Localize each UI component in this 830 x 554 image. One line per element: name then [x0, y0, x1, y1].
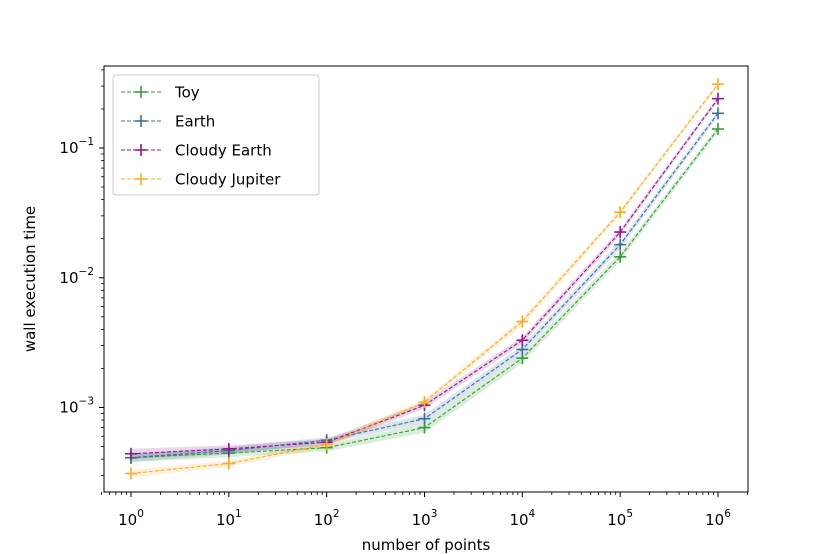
- plot-frame: [103, 65, 749, 493]
- legend-swatch-marker: [135, 86, 147, 98]
- data-point-2-0: [125, 447, 137, 460]
- data-point-0-5: [614, 250, 627, 263]
- x-tick-label-exp: 5: [626, 508, 633, 520]
- data-point-2-5: [614, 226, 627, 239]
- data-point-3-4: [516, 315, 529, 328]
- x-tick-label: 104: [509, 508, 535, 529]
- data-point-3-0: [125, 467, 137, 480]
- y-tick-label: 10−1: [59, 136, 94, 157]
- legend-item: Cloudy Earth: [121, 142, 272, 160]
- x-axis: 100 101 102 103 104 105 106: [101, 492, 748, 529]
- x-tick-label-base: 10: [314, 511, 333, 529]
- data-point-1-3: [418, 412, 431, 425]
- legend-item: Earth: [121, 113, 215, 131]
- data-point-3-3: [418, 396, 431, 409]
- data-point-3-1: [222, 457, 235, 470]
- y-tick-label-base: 10: [59, 139, 78, 157]
- x-tick-label: 106: [705, 508, 731, 529]
- x-tick-label-exp: 6: [724, 508, 731, 520]
- x-axis-label: number of points: [362, 536, 491, 554]
- legend-swatch-marker: [135, 115, 147, 127]
- x-tick-label-exp: 2: [333, 508, 340, 520]
- data-point-2-1: [222, 442, 235, 455]
- y-tick-label: 10−3: [59, 396, 94, 417]
- y-tick-label: 10−2: [59, 266, 94, 287]
- data-point-2-6: [712, 92, 724, 105]
- y-tick-label-base: 10: [59, 269, 78, 287]
- x-tick-label-exp: 3: [431, 508, 438, 520]
- series-markers: [125, 78, 724, 480]
- y-axis-label: wall execution time: [21, 206, 39, 352]
- x-tick-label: 101: [216, 508, 242, 529]
- x-tick-label-base: 10: [509, 511, 528, 529]
- x-tick-label: 102: [314, 508, 340, 529]
- data-point-3-5: [614, 206, 627, 219]
- y-tick-label-exp: −3: [79, 396, 94, 408]
- legend-label: Cloudy Earth: [175, 142, 272, 160]
- data-point-3-6: [712, 78, 724, 91]
- legend-box: [112, 74, 320, 196]
- legend-label: Earth: [175, 113, 215, 131]
- y-tick-label-exp: −2: [79, 266, 94, 278]
- legend-label: Toy: [174, 84, 200, 102]
- data-point-2-4: [516, 334, 529, 347]
- x-tick-label-base: 10: [118, 511, 137, 529]
- data-point-3-2: [320, 438, 333, 451]
- x-tick-label: 100: [118, 508, 144, 529]
- x-tick-label-exp: 1: [235, 508, 242, 520]
- legend-item: Toy: [121, 84, 200, 102]
- y-tick-label-base: 10: [59, 399, 78, 417]
- data-point-1-5: [614, 238, 627, 251]
- data-point-1-6: [712, 107, 724, 120]
- x-tick-label-base: 10: [412, 511, 431, 529]
- legend: Toy Earth Cloudy Earth Cloudy Jupiter: [112, 74, 320, 196]
- x-tick-label-base: 10: [607, 511, 626, 529]
- x-tick-label: 103: [412, 508, 438, 529]
- legend-swatch-marker: [135, 173, 147, 185]
- x-tick-label-base: 10: [216, 511, 235, 529]
- legend-swatch-marker: [135, 144, 147, 156]
- legend-item: Cloudy Jupiter: [121, 171, 281, 189]
- x-tick-label-exp: 4: [529, 508, 536, 520]
- x-tick-label-base: 10: [705, 511, 724, 529]
- x-tick-label-exp: 0: [137, 508, 144, 520]
- legend-label: Cloudy Jupiter: [175, 171, 281, 189]
- x-tick-label: 105: [607, 508, 633, 529]
- y-axis: 10−310−210−1: [59, 69, 104, 476]
- data-point-0-6: [712, 123, 724, 136]
- y-tick-label-exp: −1: [79, 136, 94, 148]
